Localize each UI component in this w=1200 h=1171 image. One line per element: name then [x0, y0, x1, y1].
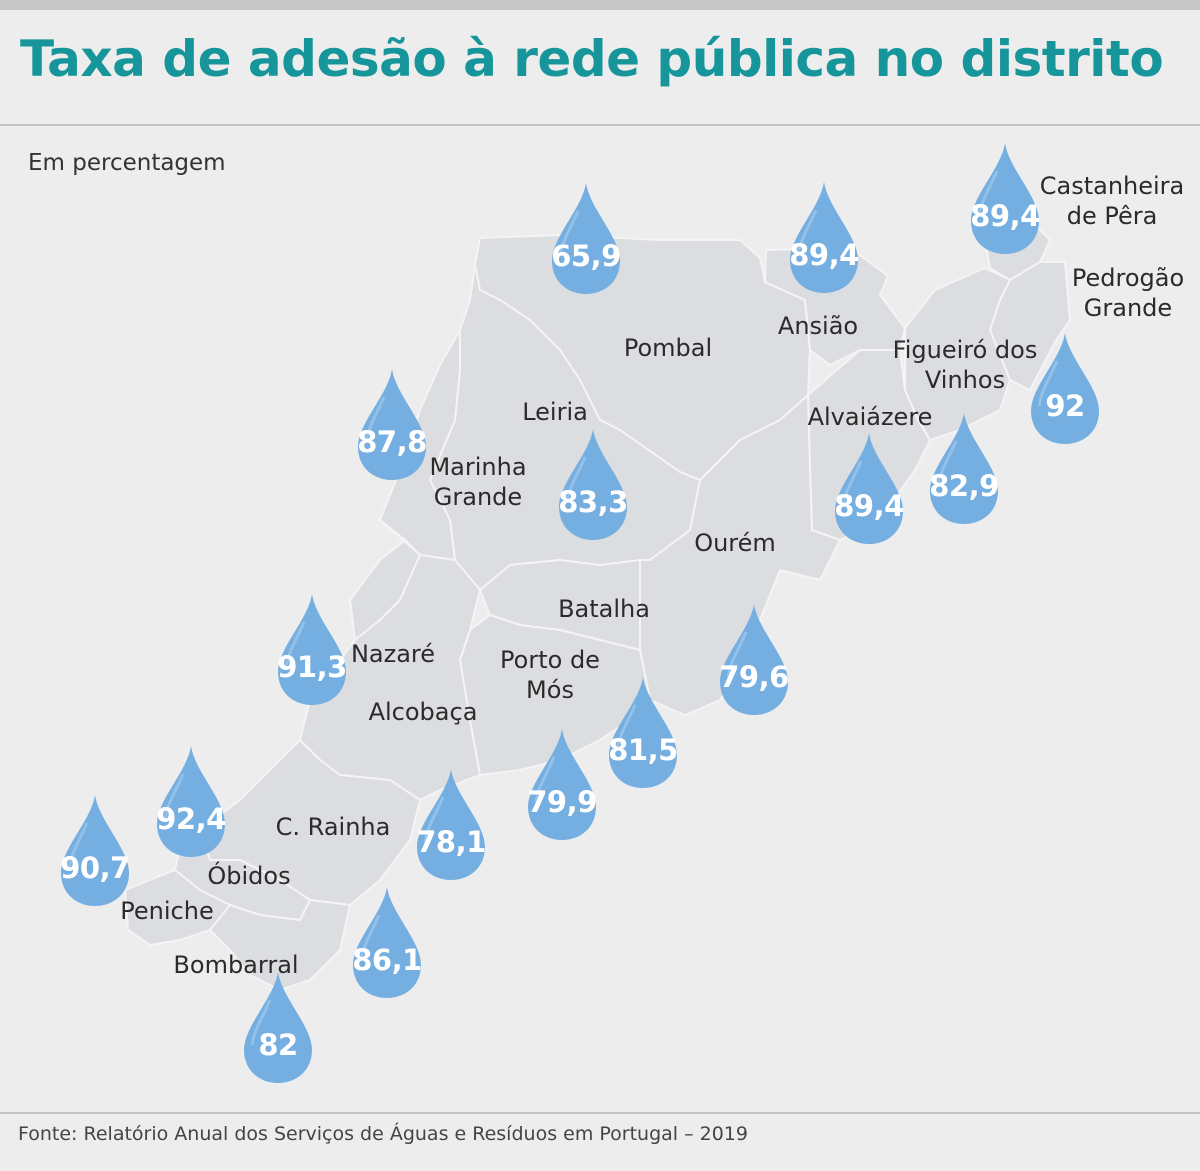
water-drop-icon — [971, 143, 1039, 254]
label-porto: Porto de Mós — [500, 646, 600, 704]
footer-divider — [0, 1112, 1200, 1114]
value-alcobaca: 78,1 — [416, 825, 486, 859]
value-alvaiazere: 89,4 — [834, 489, 904, 523]
label-crainha: C. Rainha — [275, 813, 391, 841]
value-peniche: 90,7 — [60, 851, 130, 885]
label-castanheira: Castanheira de Pêra — [1039, 172, 1185, 230]
page-title: Taxa de adesão à rede pública no distrit… — [20, 30, 1164, 88]
drop-leiria: 83,3 — [557, 427, 629, 542]
value-leiria: 83,3 — [558, 485, 628, 519]
drop-nazare: 91,3 — [276, 592, 348, 707]
water-drop-icon — [528, 729, 596, 840]
label-leiria: Leiria — [522, 398, 588, 426]
value-bombarral: 82 — [258, 1028, 298, 1062]
label-batalha: Batalha — [558, 595, 650, 623]
water-drop-icon — [61, 795, 129, 906]
drop-ourem: 79,6 — [718, 602, 790, 717]
value-figueiro: 82,9 — [929, 469, 999, 503]
drop-batalha: 81,5 — [607, 675, 679, 790]
value-ourem: 79,6 — [719, 660, 789, 694]
drop-peniche: 90,7 — [59, 793, 131, 908]
label-nazare: Nazaré — [350, 640, 436, 668]
water-drop-icon — [559, 429, 627, 540]
top-bar — [0, 0, 1200, 10]
label-obidos: Óbidos — [207, 862, 291, 890]
drop-marinha: 87,8 — [356, 367, 428, 482]
value-pedrogao: 92 — [1045, 389, 1085, 423]
source-note: Fonte: Relatório Anual dos Serviços de Á… — [18, 1123, 748, 1145]
drop-crainha: 86,1 — [351, 885, 423, 1000]
drop-pombal: 65,9 — [550, 181, 622, 296]
water-drop-icon — [1031, 333, 1099, 444]
value-ansiao: 89,4 — [789, 238, 859, 272]
value-marinha: 87,8 — [357, 425, 427, 459]
value-pombal: 65,9 — [551, 239, 621, 273]
label-pedrogao: Pedrogão Grande — [1071, 264, 1185, 322]
water-drop-icon — [609, 677, 677, 788]
drop-alcobaca: 78,1 — [415, 767, 487, 882]
value-obidos: 92,4 — [156, 802, 226, 836]
water-drop-icon — [835, 433, 903, 544]
label-pombal: Pombal — [623, 334, 713, 362]
label-ourem: Ourém — [694, 529, 776, 557]
drop-porto: 79,9 — [526, 727, 598, 842]
value-castanheira: 89,4 — [970, 199, 1040, 233]
value-batalha: 81,5 — [608, 733, 678, 767]
label-marinha: Marinha Grande — [429, 453, 527, 511]
label-alvaiazere: Alvaiázere — [807, 403, 933, 431]
drop-castanheira: 89,4 — [969, 141, 1041, 256]
region-bombarral[interactable] — [208, 898, 352, 992]
label-peniche: Peniche — [120, 897, 214, 925]
title-divider — [0, 124, 1200, 126]
drop-pedrogao: 92 — [1029, 331, 1101, 446]
value-nazare: 91,3 — [277, 650, 347, 684]
value-porto: 79,9 — [527, 785, 597, 819]
drop-obidos: 92,4 — [155, 744, 227, 859]
water-drop-icon — [244, 972, 312, 1083]
water-drop-icon — [930, 413, 998, 524]
water-drop-icon — [720, 604, 788, 715]
water-drop-icon — [417, 769, 485, 880]
value-crainha: 86,1 — [352, 943, 422, 977]
drop-alvaiazere: 89,4 — [833, 431, 905, 546]
water-drop-icon — [790, 182, 858, 293]
drop-bombarral: 82 — [242, 970, 314, 1085]
drop-ansiao: 89,4 — [788, 180, 860, 295]
label-ansiao: Ansião — [777, 312, 859, 340]
water-drop-icon — [552, 183, 620, 294]
water-drop-icon — [278, 594, 346, 705]
drop-figueiro: 82,9 — [928, 411, 1000, 526]
water-drop-icon — [358, 369, 426, 480]
water-drop-icon — [353, 887, 421, 998]
water-drop-icon — [157, 746, 225, 857]
label-figueiro: Figueiró dos Vinhos — [892, 336, 1038, 394]
unit-subtitle: Em percentagem — [28, 150, 226, 176]
label-alcobaca: Alcobaça — [368, 698, 478, 726]
